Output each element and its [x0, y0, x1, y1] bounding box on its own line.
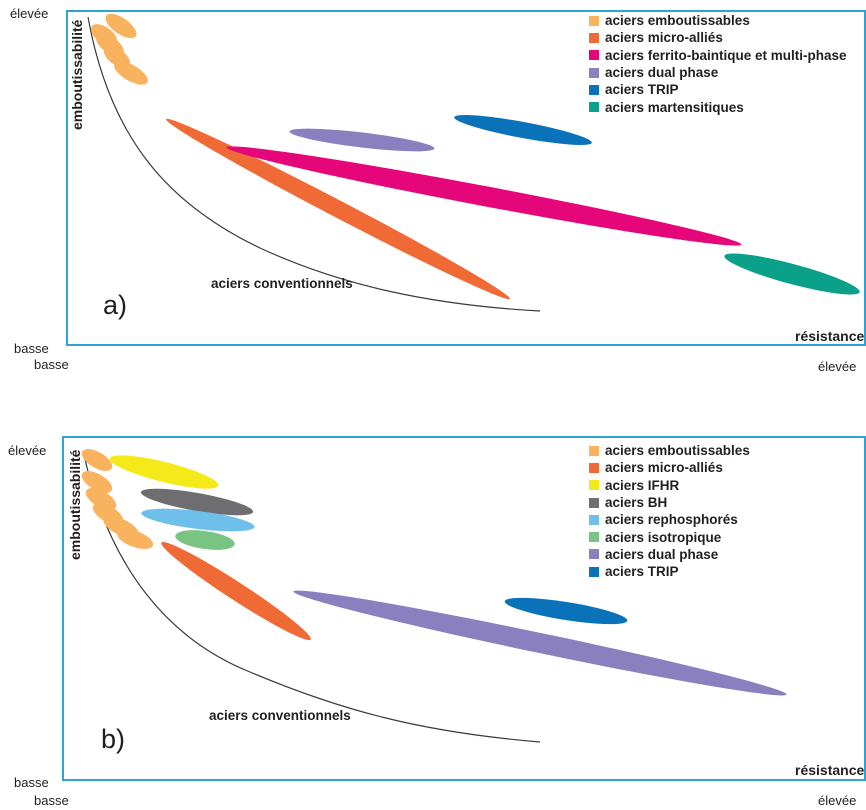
legend-item: aciers isotropique — [589, 528, 750, 545]
legend-label: aciers emboutissables — [605, 443, 750, 459]
panel-b-micro-allies-ellipse — [161, 541, 311, 641]
legend-swatch — [589, 497, 599, 508]
legend-item: aciers micro-alliés — [589, 29, 847, 46]
legend-swatch — [589, 50, 599, 61]
legend-swatch — [589, 514, 599, 525]
legend-label: aciers micro-alliés — [605, 460, 723, 476]
legend-label: aciers BH — [605, 495, 668, 511]
panel-a-emboutissables-ellipse — [114, 61, 148, 85]
panel-b-y-high-label: élevée — [8, 443, 47, 458]
legend-item: aciers ferrito-baintique et multi-phase — [589, 47, 847, 64]
panel-b-emboutissables-ellipse — [81, 471, 113, 493]
legend-label: aciers dual phase — [605, 546, 719, 562]
legend-swatch — [589, 15, 599, 26]
legend-swatch — [589, 532, 599, 543]
legend-swatch — [589, 480, 599, 491]
panel-a-ferrito-bainitique-ellipse — [226, 146, 742, 246]
legend-label: aciers dual phase — [605, 65, 719, 81]
panel-b-legend: aciers emboutissables aciers micro-alliés… — [589, 442, 750, 580]
panel-b-y-low-label: basse — [14, 775, 49, 790]
panel-a-x-low-label: basse — [34, 357, 69, 372]
legend-label: aciers micro-alliés — [605, 30, 723, 46]
legend-swatch — [589, 549, 599, 560]
panel-b-x-low-label: basse — [34, 793, 69, 808]
legend-item: aciers rephosphorés — [589, 511, 750, 528]
legend-item: aciers TRIP — [589, 563, 750, 580]
legend-label: aciers IFHR — [605, 477, 680, 493]
legend-item: aciers micro-alliés — [589, 459, 750, 476]
panel-b-emboutissables-ellipse — [85, 488, 117, 510]
panel-b-trip-ellipse — [504, 597, 628, 625]
legend-item: aciers TRIP — [589, 81, 847, 98]
legend-swatch — [589, 32, 599, 43]
panel-b-dual-phase-ellipse — [293, 590, 787, 696]
panel-a-legend: aciers emboutissables aciers micro-alliés… — [589, 12, 847, 116]
panel-a-x-axis-label: résistance — [795, 328, 865, 344]
panel-b-letter: b) — [101, 724, 126, 754]
panel-a-y-high-label: élevée — [10, 6, 49, 21]
panel-b-curve-label: aciers conventionnels — [209, 708, 351, 723]
panel-b-isotropique-ellipse — [175, 530, 235, 550]
legend-item: aciers emboutissables — [589, 12, 847, 29]
panel-a-emboutissables-ellipse — [105, 13, 137, 39]
panel-a-x-high-label: élevée — [818, 359, 857, 374]
panel-b-emboutissables-ellipse — [116, 529, 154, 549]
panel-a-conventional-curve — [87, 16, 541, 312]
legend-label: aciers emboutissables — [605, 13, 750, 29]
panel-b-emboutissables-group — [81, 449, 154, 549]
panel-b-frame — [62, 436, 866, 781]
legend-label: aciers TRIP — [605, 82, 679, 98]
legend-item: aciers BH — [589, 494, 750, 511]
panel-a-martensitiques-ellipse — [724, 253, 860, 295]
panel-a-letter: a) — [103, 290, 128, 320]
legend-label: aciers rephosphorés — [605, 512, 738, 528]
legend-swatch — [589, 462, 599, 473]
panel-b-bh-ellipse — [140, 488, 254, 516]
legend-swatch — [589, 445, 599, 456]
legend-swatch — [589, 102, 599, 113]
legend-item: aciers martensitiques — [589, 98, 847, 115]
legend-swatch — [589, 566, 599, 577]
legend-item: aciers IFHR — [589, 477, 750, 494]
panel-b-ifhr-ellipse — [109, 455, 219, 489]
panel-a-y-axis-label: emboutissabilité — [69, 19, 85, 130]
panel-a-y-low-label: basse — [14, 341, 49, 356]
legend-label: aciers TRIP — [605, 564, 679, 580]
panel-a-frame — [66, 10, 866, 346]
legend-label: aciers martensitiques — [605, 99, 744, 115]
panel-a-trip-ellipse — [454, 115, 592, 145]
panel-b-rephosphores-ellipse — [141, 508, 255, 532]
legend-label: aciers isotropique — [605, 529, 722, 545]
legend-label: aciers ferrito-baintique et multi-phase — [605, 47, 847, 63]
panel-b-x-axis-label: résistance — [795, 762, 865, 778]
legend-item: aciers dual phase — [589, 64, 847, 81]
panel-a-dual-phase-ellipse — [289, 128, 435, 152]
panel-a-emboutissables-group — [90, 13, 148, 85]
legend-item: aciers dual phase — [589, 546, 750, 563]
panel-b-x-high-label: élevée — [818, 793, 857, 808]
panel-b-conventional-curve — [83, 454, 541, 743]
panel-a-curve-label: aciers conventionnels — [211, 276, 353, 291]
legend-swatch — [589, 84, 599, 95]
legend-item: aciers emboutissables — [589, 442, 750, 459]
panel-b-emboutissables-ellipse — [81, 449, 113, 471]
legend-swatch — [589, 67, 599, 78]
panel-b-y-axis-label: emboutissabilité — [67, 449, 83, 560]
panel-a-micro-allies-ellipse — [166, 118, 510, 300]
